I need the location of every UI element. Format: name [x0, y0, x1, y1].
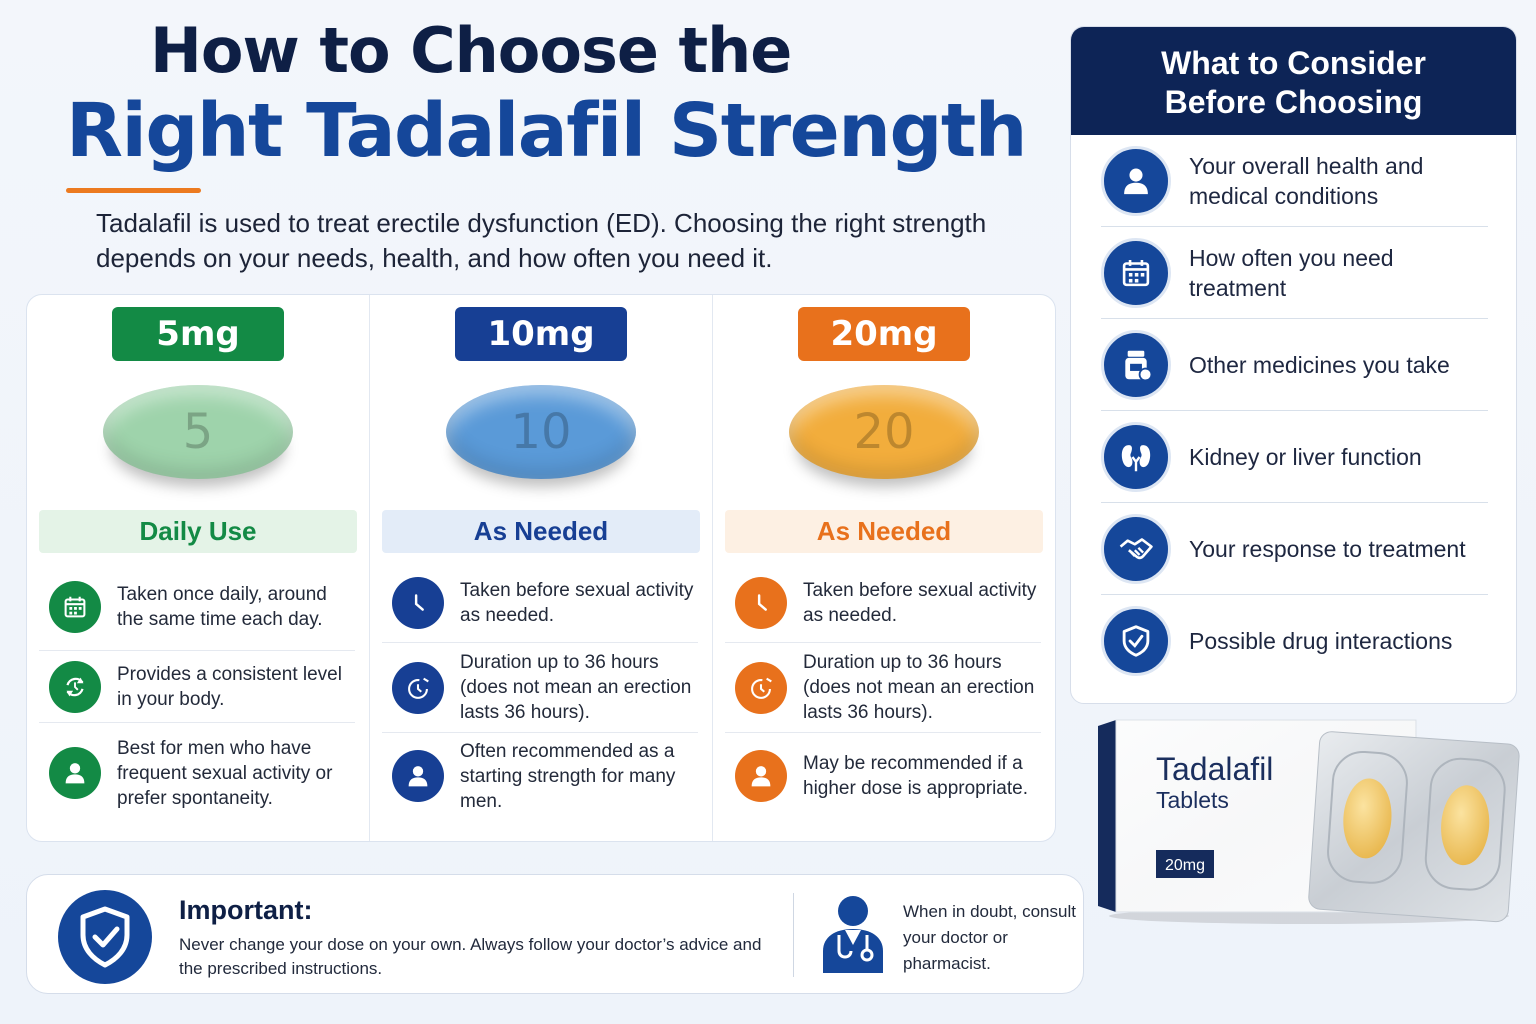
consider-title-line1: What to Consider — [1161, 45, 1426, 81]
pill-image: 20 — [789, 385, 979, 479]
strength-card-20mg: 20mg 20 As Needed Taken before sexual activ… — [713, 295, 1055, 841]
point-item: Best for men who have frequent sexual ac… — [39, 723, 355, 823]
handshake-icon — [1119, 537, 1153, 559]
product-subtitle: Tablets — [1156, 787, 1229, 813]
consider-icon-wrap — [1101, 513, 1171, 584]
consider-item: Kidney or liver function — [1101, 411, 1488, 503]
consider-icon-wrap — [1101, 329, 1171, 400]
consider-text: How often you need treatment — [1189, 244, 1394, 301]
consider-item: Your overall health and medical conditio… — [1101, 135, 1488, 227]
dose-badge: 10mg — [455, 307, 627, 361]
title-accent-bar — [66, 188, 201, 193]
timer-icon — [408, 677, 429, 699]
point-item: Taken once daily, around the same time e… — [39, 563, 355, 651]
point-item: Taken before sexual activity as needed. — [725, 563, 1041, 643]
point-text: Best for men who have frequent sexual ac… — [117, 737, 333, 809]
point-text: Taken before sexual activity as needed. — [803, 579, 1037, 626]
consider-item: Other medicines you take — [1101, 319, 1488, 411]
shield-check-icon — [58, 890, 152, 984]
point-icon-wrap — [392, 750, 444, 802]
consider-header: What to Consider Before Choosing — [1071, 27, 1516, 135]
strength-card-5mg: 5mg 5 Daily Use Taken once daily, around th… — [27, 295, 370, 841]
consider-title-line2: Before Choosing — [1164, 84, 1423, 120]
point-item: Provides a consistent level in your body… — [39, 651, 355, 723]
divider — [793, 893, 794, 977]
point-icon-wrap — [392, 661, 444, 714]
consider-item: Possible drug interactions — [1101, 595, 1488, 687]
timer-icon — [751, 677, 772, 699]
pill-image: 10 — [446, 385, 636, 479]
usage-label: As Needed — [382, 510, 700, 553]
consider-item: Your response to treatment — [1101, 503, 1488, 595]
point-text: Taken before sexual activity as needed. — [460, 579, 694, 626]
point-item: Duration up to 36 hours (does not mean a… — [382, 643, 698, 733]
clock-icon — [757, 593, 767, 611]
point-icon-wrap — [49, 660, 101, 713]
calendar-icon — [64, 596, 86, 617]
point-item: Taken before sexual activity as needed. — [382, 563, 698, 643]
point-text: May be recommended if a higher dose is a… — [803, 753, 1028, 799]
points-list: Taken before sexual activity as needed. D… — [382, 563, 698, 819]
cycle-icon — [66, 677, 84, 696]
point-item: Duration up to 36 hours (does not mean a… — [725, 643, 1041, 733]
usage-label: Daily Use — [39, 510, 357, 553]
consider-text: Possible drug interactions — [1189, 628, 1453, 654]
consider-icon-wrap — [1101, 237, 1171, 308]
product-name: Tadalafil — [1156, 751, 1273, 787]
strength-cards: 5mg 5 Daily Use Taken once daily, around th… — [26, 294, 1056, 842]
consider-text: Other medicines you take — [1189, 351, 1450, 378]
points-list: Taken before sexual activity as needed. D… — [725, 563, 1041, 819]
point-text: Duration up to 36 hours (does not mean a… — [460, 652, 692, 723]
point-icon-wrap — [49, 580, 101, 633]
consider-text: Your response to treatment — [1189, 535, 1466, 562]
calendar-icon — [1122, 259, 1150, 286]
point-icon-wrap — [735, 661, 787, 714]
clock-icon — [414, 593, 424, 611]
point-text: Taken once daily, around the same time e… — [117, 583, 327, 630]
page-title-line2: Right Tadalafil Strength — [66, 88, 1027, 174]
point-icon-wrap — [49, 747, 101, 799]
point-icon-wrap — [735, 576, 787, 629]
point-text: Duration up to 36 hours (does not mean a… — [803, 652, 1035, 723]
consider-list: Your overall health and medical conditio… — [1071, 135, 1516, 687]
points-list: Taken once daily, around the same time e… — [39, 563, 355, 823]
consider-panel: What to Consider Before Choosing Your ov… — [1070, 26, 1517, 704]
intro-text: Tadalafil is used to treat erectile dysf… — [96, 208, 987, 273]
pill-bottle-icon — [1125, 350, 1153, 381]
point-icon-wrap — [735, 750, 787, 802]
important-box: Important: Never change your dose on you… — [26, 874, 1084, 994]
important-title: Important: — [179, 895, 313, 925]
important-body: Never change your dose on your own. Alwa… — [179, 935, 762, 978]
kidney-icon — [1121, 444, 1151, 471]
person-icon — [751, 766, 771, 787]
consider-text: Kidney or liver function — [1189, 443, 1422, 470]
point-text: Provides a consistent level in your body… — [117, 663, 342, 710]
point-item: May be recommended if a higher dose is a… — [725, 733, 1041, 819]
dose-badge: 5mg — [112, 307, 284, 361]
doctor-note: When in doubt, consult your doctor or ph… — [903, 902, 1076, 973]
doctor-icon — [823, 896, 883, 973]
point-text: Often recommended as a starting strength… — [460, 740, 676, 812]
shield-check-icon — [1122, 625, 1150, 657]
person-icon — [408, 766, 428, 787]
consider-item: How often you need treatment — [1101, 227, 1488, 319]
point-icon-wrap — [392, 576, 444, 629]
product-package-image: Tadalafil Tablets 20mg — [1098, 719, 1520, 924]
usage-label: As Needed — [725, 510, 1043, 553]
person-icon — [65, 763, 85, 784]
pill-image: 5 — [103, 385, 293, 479]
strength-card-10mg: 10mg 10 As Needed Taken before sexual activ… — [370, 295, 713, 841]
consider-icon-wrap — [1101, 145, 1171, 216]
person-icon — [1124, 168, 1148, 194]
dose-badge: 20mg — [798, 307, 970, 361]
product-dose: 20mg — [1165, 857, 1205, 874]
consider-icon-wrap — [1101, 421, 1171, 492]
point-item: Often recommended as a starting strength… — [382, 733, 698, 819]
consider-icon-wrap — [1101, 606, 1171, 676]
consider-text: Your overall health and medical conditio… — [1189, 152, 1424, 209]
page-title-line1: How to Choose the — [150, 14, 792, 87]
